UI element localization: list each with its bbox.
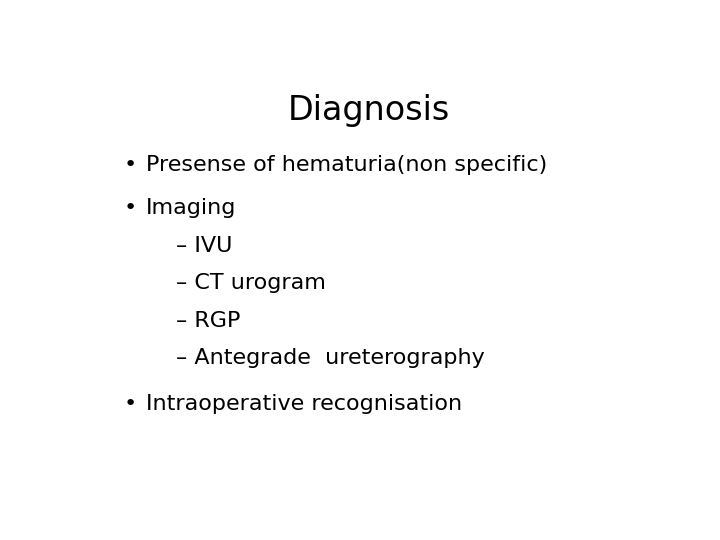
Text: •: •: [124, 198, 137, 218]
Text: Presense of hematuria(non specific): Presense of hematuria(non specific): [145, 154, 547, 174]
Text: Intraoperative recognisation: Intraoperative recognisation: [145, 394, 462, 414]
Text: •: •: [124, 154, 137, 174]
Text: – Antegrade  ureterography: – Antegrade ureterography: [176, 348, 485, 368]
Text: •: •: [124, 394, 137, 414]
Text: Imaging: Imaging: [145, 198, 236, 218]
Text: – IVU: – IVU: [176, 235, 233, 255]
Text: Diagnosis: Diagnosis: [288, 94, 450, 127]
Text: – CT urogram: – CT urogram: [176, 273, 326, 293]
Text: – RGP: – RGP: [176, 310, 241, 330]
